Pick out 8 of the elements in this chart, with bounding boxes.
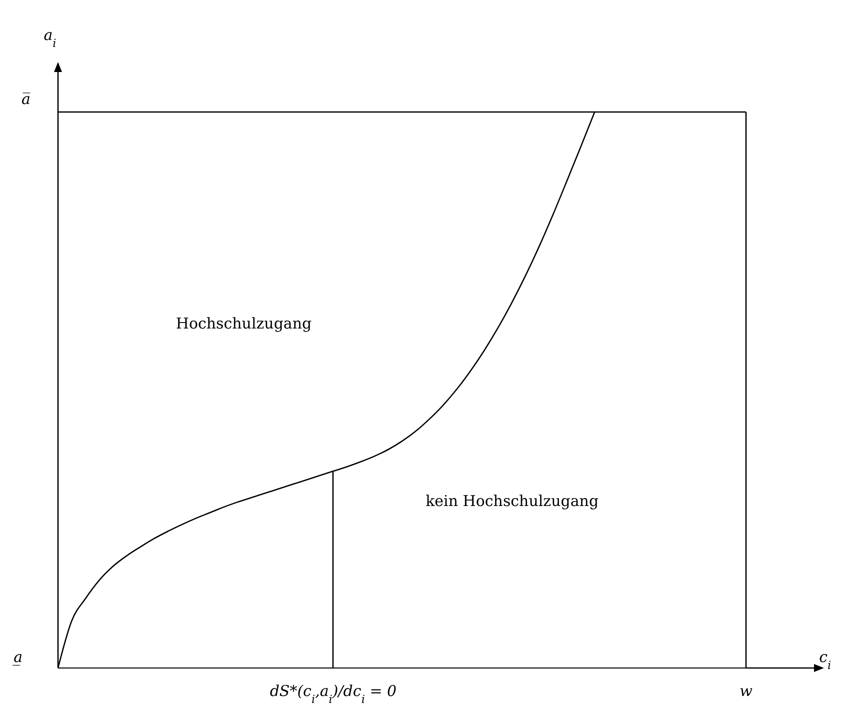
text: c$_{i}$: [819, 648, 832, 672]
x-tick-label: w: [740, 682, 753, 700]
y-axis-title: a$_{i}$: [44, 26, 57, 50]
text: a̲: [12, 648, 23, 666]
ref-line-label: a̅: [22, 90, 30, 108]
annotation: kein Hochschulzugang: [426, 492, 599, 510]
annotation: Hochschulzugang: [176, 314, 312, 332]
x-tick-label: dS*(c$_{i}$,a$_{i}$)/dc$_{i}$ = 0: [270, 682, 398, 706]
